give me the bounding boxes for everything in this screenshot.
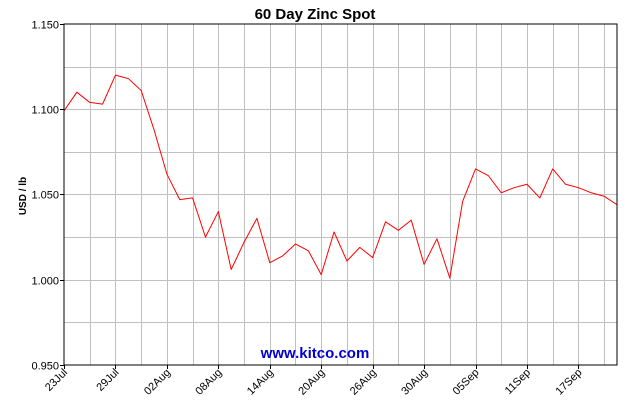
series-layer	[63, 74, 618, 279]
x-tick-label: 17Sep	[554, 367, 585, 398]
x-tick-label: 30Aug	[399, 367, 430, 398]
x-axis-ticks: 23Jul 29Jul 02Aug 08Aug 14Aug 20Aug 26Aug 30Aug…	[43, 365, 585, 398]
x-tick-label: 11Sep	[503, 367, 533, 397]
watermark-link[interactable]: www.kitco.com	[260, 345, 370, 362]
y-tick-label: 1.150	[31, 20, 59, 32]
grid-lines	[64, 24, 617, 365]
chart-title: 60 Day Zinc Spot	[255, 6, 376, 23]
y-tick-label: 1.100	[31, 105, 59, 117]
y-axis-label: USD / lb	[18, 177, 29, 215]
x-tick-label: 05Sep	[451, 367, 482, 398]
x-tick-label: 08Aug	[193, 367, 224, 398]
x-tick-label: 14Aug	[245, 367, 276, 398]
y-tick-label: 0.950	[31, 361, 59, 373]
x-tick-label: 02Aug	[142, 367, 173, 398]
y-tick-label: 1.050	[31, 190, 59, 202]
x-tick-label: 20Aug	[296, 367, 327, 398]
y-tick-label: 1.000	[31, 276, 59, 288]
y-axis-ticks: 1.150 1.100 1.050 1.000 0.950	[31, 20, 64, 373]
x-tick-label: 26Aug	[348, 367, 379, 398]
zinc-price-line	[63, 74, 618, 279]
x-tick-label: 29Jul	[94, 367, 121, 394]
